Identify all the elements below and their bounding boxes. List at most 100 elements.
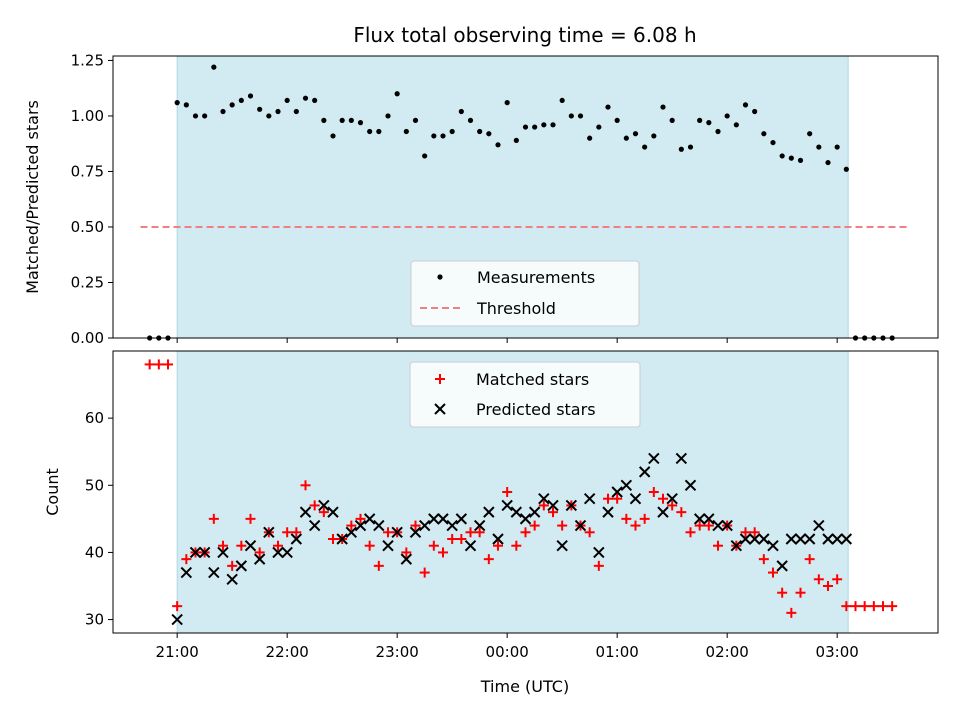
matched-point (850, 601, 861, 612)
measurement-point (403, 128, 409, 135)
matched-point (410, 520, 421, 531)
predicted-point (217, 546, 229, 559)
matched-point (630, 520, 641, 531)
measurement-point (788, 155, 794, 161)
measurement-point (770, 139, 776, 146)
measurement-point (697, 117, 703, 123)
predicted-point (418, 519, 431, 532)
predicted-point (638, 466, 651, 478)
matched-point (740, 527, 751, 538)
predicted-point (290, 533, 303, 545)
predicted-point (666, 493, 678, 505)
matched-stars-series (144, 359, 898, 618)
measurement-point (660, 104, 666, 110)
matched-point (603, 493, 613, 504)
matched-point (236, 540, 247, 551)
measurement-point (422, 153, 428, 159)
matched-point (401, 547, 412, 558)
measurement-point (568, 113, 574, 119)
measurement-point (247, 93, 254, 99)
measurement-point (238, 97, 244, 104)
measurement-point (486, 131, 492, 137)
measurement-point (596, 124, 602, 130)
matched-point (355, 513, 366, 524)
predicted-point (547, 499, 559, 512)
legend-predicted-label: Predicted stars (476, 400, 596, 419)
predicted-point (373, 519, 385, 532)
predicted-point (272, 546, 284, 559)
x-axis-label: Time (UTC) (480, 677, 569, 696)
matched-point (887, 601, 898, 612)
predicted-point (263, 526, 275, 538)
predicted-point (574, 519, 587, 532)
measurement-point (761, 131, 767, 137)
bottom-y-ticks: 30 40 50 60 (85, 409, 113, 629)
measurement-point (614, 117, 620, 123)
predicted-point (767, 540, 779, 552)
measurement-point (220, 108, 226, 115)
predicted-point (840, 533, 853, 545)
matched-point (144, 359, 155, 370)
predicted-point (758, 533, 770, 545)
predicted-point (455, 513, 468, 525)
matched-point (273, 540, 283, 551)
measurement-point (642, 144, 648, 150)
y-tick-label: 0.50 (71, 218, 104, 236)
y-tick-label: 50 (85, 476, 104, 494)
matched-point (786, 607, 797, 618)
bottom-panel: 30 40 50 60 21:00 22:00 23:00 00:00 01:00 02:00 0… (43, 350, 939, 696)
matched-point (777, 587, 788, 598)
legend-matched-label: Matched stars (476, 370, 589, 389)
matched-point (218, 540, 228, 551)
predicted-point (739, 533, 752, 545)
predicted-point (712, 519, 724, 532)
matched-point (685, 527, 696, 538)
predicted-point (822, 533, 834, 545)
predicted-point (648, 452, 660, 465)
predicted-point (675, 452, 688, 465)
matched-point (804, 554, 815, 565)
matched-point (639, 513, 650, 524)
predicted-point (519, 513, 532, 525)
measurement-point (532, 124, 538, 130)
measurement-point (669, 117, 675, 123)
x-tick-label: 02:00 (706, 643, 749, 661)
matched-point (703, 520, 714, 531)
measurement-point (477, 128, 483, 135)
measurement-point (431, 133, 437, 139)
matched-point (511, 540, 522, 551)
predicted-point (528, 506, 541, 518)
predicted-point (629, 493, 642, 505)
matched-point (878, 601, 888, 612)
predicted-point (318, 499, 330, 512)
predicted-point (501, 499, 513, 512)
measurement-point (275, 108, 281, 115)
matched-point (208, 513, 219, 524)
matched-point (474, 527, 485, 538)
predicted-point (226, 573, 238, 585)
measurement-point (229, 102, 235, 108)
matched-point (483, 554, 494, 565)
measurement-point (302, 95, 309, 101)
predicted-point (657, 506, 669, 518)
measurement-point (742, 102, 749, 108)
top-panel: 0.00 0.25 0.50 0.75 1.00 1.25 Matched/Predict… (23, 51, 939, 347)
predicted-point (363, 513, 376, 525)
measurement-point (192, 113, 199, 119)
matched-point (538, 500, 549, 511)
matched-point (465, 527, 476, 538)
measurement-point (449, 128, 455, 135)
predicted-point (446, 519, 458, 532)
matched-point (153, 359, 164, 370)
predicted-point (235, 560, 248, 572)
measurement-point (458, 108, 464, 115)
predicted-point (510, 506, 523, 518)
predicted-point (611, 486, 623, 498)
predicted-point (354, 519, 367, 532)
predicted-point (382, 540, 394, 552)
matched-point (227, 560, 238, 571)
predicted-point (602, 506, 614, 518)
predicted-point (327, 506, 339, 518)
predicted-point (803, 533, 816, 545)
